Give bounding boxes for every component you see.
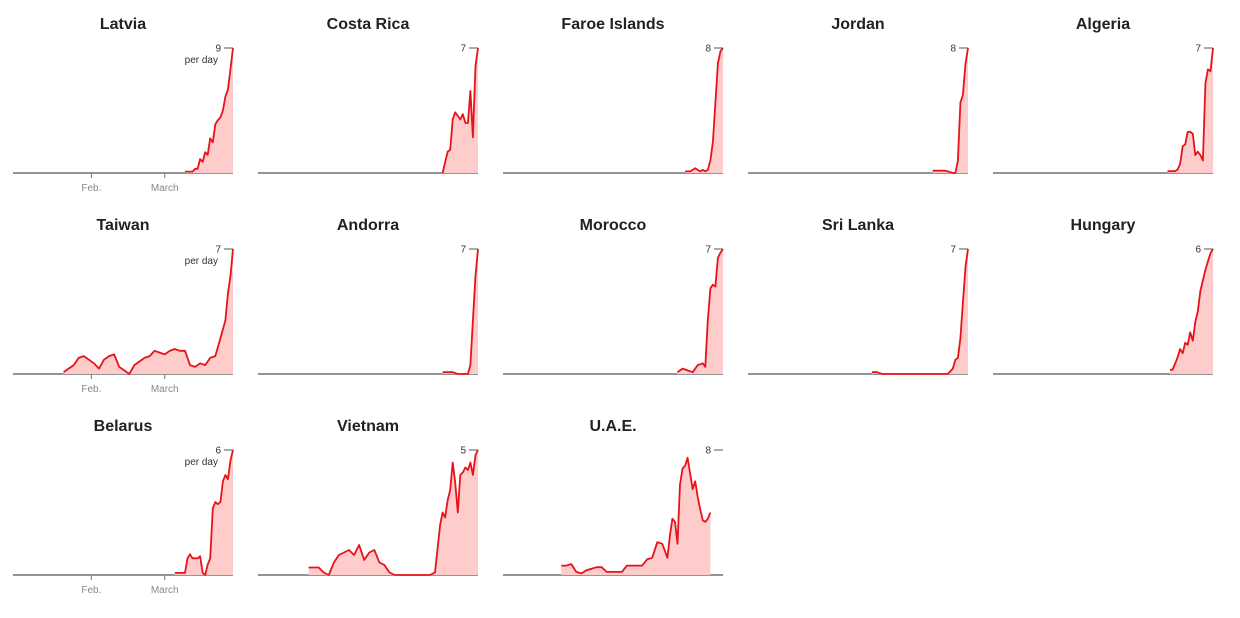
y-top-label: 9 bbox=[215, 44, 221, 55]
x-tick-label: March bbox=[151, 384, 179, 395]
panel-7: Morocco 7 bbox=[503, 201, 733, 391]
y-top-label: 7 bbox=[705, 245, 711, 256]
series-area bbox=[308, 450, 478, 575]
chart-svg: 7 bbox=[748, 245, 969, 375]
series-area bbox=[1170, 249, 1213, 374]
x-tick-label: March bbox=[151, 585, 179, 596]
panel-8: Sri Lanka 7 bbox=[748, 201, 978, 391]
panel-title: Morocco bbox=[579, 217, 647, 234]
series-line bbox=[871, 248, 969, 375]
series-line bbox=[185, 47, 234, 173]
panel-title: Belarus bbox=[93, 418, 153, 435]
chart-svg: 7 bbox=[258, 44, 479, 174]
panel-title: Algeria bbox=[1075, 16, 1131, 33]
panel-title: Hungary bbox=[1070, 217, 1136, 234]
series-line bbox=[676, 248, 724, 374]
panel-title: Jordan bbox=[831, 16, 885, 33]
chart-svg: 7 bbox=[258, 245, 479, 375]
series-area bbox=[677, 249, 723, 374]
x-tick-label: Feb. bbox=[81, 183, 101, 194]
panel-title: Vietnam bbox=[337, 418, 399, 435]
unit-label: per day bbox=[185, 457, 218, 468]
panel-9: Hungary 6 bbox=[993, 201, 1223, 391]
y-top-label: 8 bbox=[950, 44, 956, 55]
panel-12: U.A.E. 8 bbox=[503, 402, 733, 592]
series-line bbox=[308, 449, 479, 576]
series-area bbox=[561, 457, 711, 575]
series-line bbox=[1167, 47, 1214, 173]
panel-6: Andorra 7 bbox=[258, 201, 488, 391]
panel-title: Latvia bbox=[99, 16, 147, 33]
series-area bbox=[442, 249, 478, 374]
panel-title: Andorra bbox=[336, 217, 400, 234]
y-top-label: 7 bbox=[1195, 44, 1201, 55]
panel-title: Faroe Islands bbox=[561, 16, 665, 33]
y-top-label: 8 bbox=[705, 446, 711, 457]
chart-svg: 6 bbox=[993, 245, 1214, 375]
panel-5: Taiwan 7 per day Feb. March bbox=[13, 201, 243, 395]
series-line bbox=[442, 248, 479, 375]
y-top-label: 6 bbox=[1195, 245, 1201, 256]
panel-4: Algeria 7 bbox=[993, 0, 1223, 190]
series-line bbox=[685, 47, 724, 173]
chart-svg: 7 bbox=[993, 44, 1214, 174]
chart-svg: 5 bbox=[258, 446, 479, 576]
unit-label: per day bbox=[185, 256, 218, 267]
panel-1: Costa Rica 7 bbox=[258, 0, 488, 190]
panel-title: U.A.E. bbox=[589, 418, 637, 435]
y-top-label: 6 bbox=[215, 446, 221, 457]
series-area bbox=[871, 249, 968, 374]
series-line bbox=[174, 449, 234, 576]
panel-title: Taiwan bbox=[96, 217, 150, 234]
panel-11: Vietnam 5 bbox=[258, 402, 488, 592]
y-top-label: 7 bbox=[950, 245, 956, 256]
panel-10: Belarus 6 per day Feb. March bbox=[13, 402, 243, 596]
x-tick-label: March bbox=[151, 183, 179, 194]
unit-label: per day bbox=[185, 55, 218, 66]
chart-svg: 8 bbox=[503, 446, 723, 576]
series-area bbox=[185, 48, 233, 173]
y-top-label: 7 bbox=[460, 245, 466, 256]
x-tick-label: Feb. bbox=[81, 384, 101, 395]
y-top-label: 8 bbox=[705, 44, 711, 55]
panel-title: Sri Lanka bbox=[821, 217, 895, 234]
panel-title: Costa Rica bbox=[326, 16, 410, 33]
series-area bbox=[1167, 48, 1213, 173]
chart-svg: 7 bbox=[503, 245, 724, 375]
panel-2: Faroe Islands 8 bbox=[503, 0, 733, 190]
panel-3: Jordan 8 bbox=[748, 0, 978, 190]
y-top-label: 7 bbox=[460, 44, 466, 55]
x-tick-label: Feb. bbox=[81, 585, 101, 596]
y-top-label: 7 bbox=[215, 245, 221, 256]
chart-svg: 8 bbox=[748, 44, 969, 174]
series-line bbox=[441, 47, 479, 174]
chart-svg: 8 bbox=[503, 44, 724, 174]
series-area bbox=[63, 249, 233, 374]
series-line bbox=[1170, 248, 1214, 371]
y-top-label: 5 bbox=[460, 446, 466, 457]
series-line bbox=[932, 47, 969, 174]
panel-0: Latvia 9 per day Feb. March bbox=[13, 0, 243, 194]
series-line bbox=[63, 248, 234, 375]
series-area bbox=[932, 48, 968, 173]
series-area bbox=[174, 450, 233, 575]
series-line bbox=[561, 456, 712, 575]
